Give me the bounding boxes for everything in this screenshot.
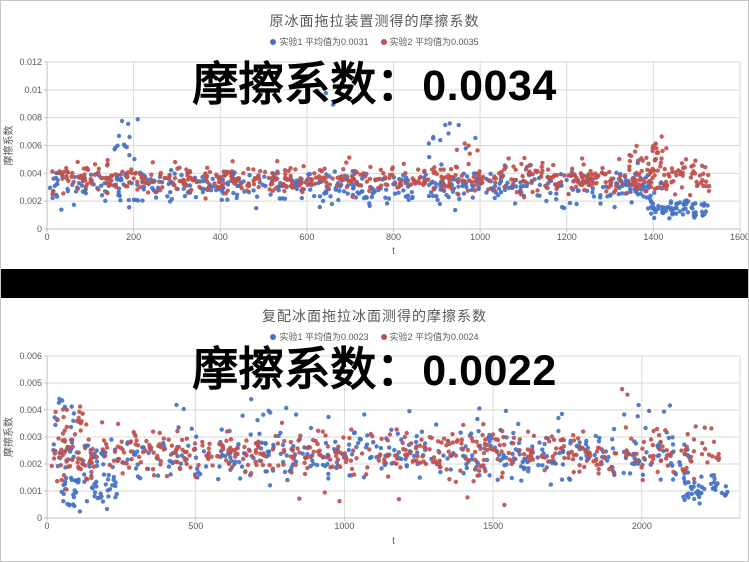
svg-text:0.002: 0.002	[19, 459, 42, 469]
svg-text:0.006: 0.006	[19, 141, 42, 151]
svg-text:1400: 1400	[643, 232, 663, 242]
svg-text:0: 0	[37, 224, 42, 234]
legend-item-exp2: 实验2 平均值为0.0024	[380, 330, 479, 343]
svg-text:0.002: 0.002	[19, 196, 42, 206]
legend: 实验1 平均值为0.0031 实验2 平均值为0.0035	[1, 35, 748, 48]
legend-label-exp2: 实验2 平均值为0.0035	[389, 37, 479, 47]
svg-text:0.01: 0.01	[24, 85, 42, 95]
mean-value-overlay: 摩擦系数：0.0022	[1, 342, 748, 398]
svg-text:0.006: 0.006	[19, 351, 42, 361]
svg-text:摩擦系数: 摩擦系数	[2, 417, 15, 457]
svg-text:1200: 1200	[557, 232, 577, 242]
legend-item-exp2: 实验2 平均值为0.0035	[380, 35, 479, 48]
chart-section-original-ice: 0 0.002 0.004 0.006 0.008 0.01 0.012 0 200 400 600…	[1, 1, 748, 269]
legend-label-exp1: 实验1 平均值为0.0031	[279, 37, 369, 47]
series2-marker-icon	[380, 38, 387, 45]
svg-text:400: 400	[213, 232, 228, 242]
svg-text:1600: 1600	[730, 232, 748, 242]
svg-text:0.004: 0.004	[19, 405, 42, 415]
series1-marker-icon	[270, 38, 277, 45]
svg-text:t: t	[392, 536, 395, 547]
svg-text:0.008: 0.008	[19, 113, 42, 123]
scatter-plot-original-ice: 0 0.002 0.004 0.006 0.008 0.01 0.012 0 200 400 600…	[2, 57, 748, 257]
mean-value-overlay: 摩擦系数：0.0034	[1, 57, 748, 113]
legend-item-exp1: 实验1 平均值为0.0031	[270, 35, 369, 48]
svg-text:2000: 2000	[632, 521, 652, 531]
chart-title: 原冰面拖拉装置测得的摩擦系数	[269, 14, 480, 30]
svg-text:t: t	[392, 246, 395, 257]
svg-text:0.001: 0.001	[19, 486, 42, 496]
black-separator-band	[1, 269, 748, 298]
svg-text:0: 0	[44, 232, 49, 242]
legend-item-exp1: 实验1 平均值为0.0023	[270, 330, 369, 343]
chart-section-compound-ice: 0 0.001 0.002 0.003 0.004 0.005 0.006 0 500 1000 1…	[1, 298, 748, 561]
svg-text:1000: 1000	[470, 232, 490, 242]
series2-marker-icon	[380, 333, 387, 340]
overlay-value: 0.0022	[422, 347, 557, 395]
chart-title: 复配冰面拖拉冰面测得的摩擦系数	[262, 309, 487, 325]
svg-text:200: 200	[126, 232, 141, 242]
svg-text:800: 800	[386, 232, 401, 242]
overlay-label: 摩擦系数：	[192, 342, 423, 396]
scatter-plot-compound-ice: 0 0.001 0.002 0.003 0.004 0.005 0.006 0 500 1000 1…	[2, 351, 741, 547]
svg-text:0: 0	[44, 521, 49, 531]
series1-marker-icon	[270, 333, 277, 340]
svg-text:0.003: 0.003	[19, 432, 42, 442]
legend-label-exp1: 实验1 平均值为0.0023	[279, 332, 369, 342]
overlay-value: 0.0034	[422, 62, 557, 110]
legend: 实验1 平均值为0.0023 实验2 平均值为0.0024	[1, 330, 748, 343]
legend-label-exp2: 实验2 平均值为0.0024	[389, 332, 479, 342]
svg-text:0.004: 0.004	[19, 168, 42, 178]
svg-text:0: 0	[37, 513, 42, 523]
svg-text:500: 500	[188, 521, 203, 531]
svg-text:1000: 1000	[334, 521, 354, 531]
svg-text:600: 600	[299, 232, 314, 242]
svg-text:0.012: 0.012	[19, 57, 42, 67]
overlay-label: 摩擦系数：	[192, 57, 423, 111]
svg-text:1500: 1500	[483, 521, 503, 531]
svg-text:摩擦系数: 摩擦系数	[2, 126, 15, 166]
svg-text:0.005: 0.005	[19, 378, 42, 388]
